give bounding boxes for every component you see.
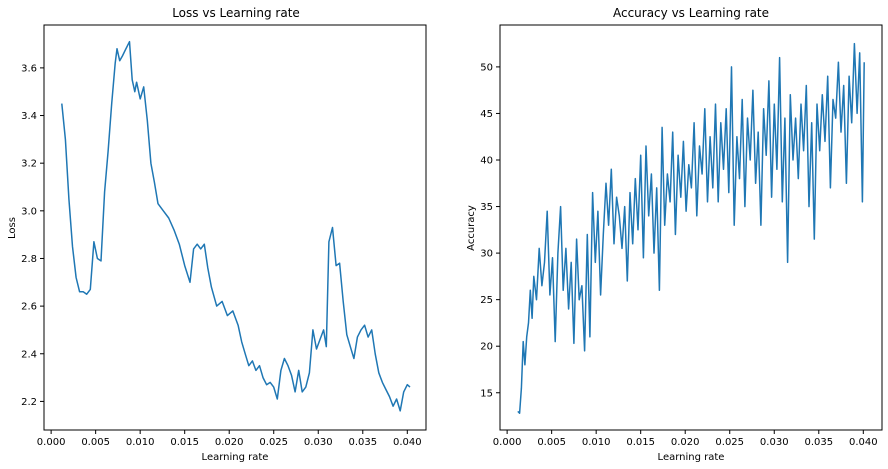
accuracy-y-ticks: 15 20 25 30 35 40 45 50 (480, 62, 500, 399)
loss-chart: Loss vs Learning rate 0.000 0.005 0.010 0.0… (7, 6, 427, 463)
loss-y-tick-label: 2.4 (21, 349, 37, 360)
loss-y-axis-label: Loss (7, 217, 18, 239)
accuracy-y-tick-label: 45 (480, 109, 493, 120)
loss-y-tick-label: 3.6 (21, 63, 37, 74)
accuracy-chart-title: Accuracy vs Learning rate (613, 6, 769, 20)
loss-x-tick-label: 0.035 (348, 437, 377, 448)
accuracy-y-tick-label: 50 (480, 62, 493, 73)
accuracy-x-tick-label: 0.030 (760, 437, 789, 448)
loss-x-tick-label: 0.010 (126, 437, 155, 448)
accuracy-y-tick-label: 40 (480, 156, 493, 167)
loss-x-tick-label: 0.040 (393, 437, 422, 448)
loss-x-ticks: 0.000 0.005 0.010 0.015 0.020 0.025 0.030 0.035… (37, 430, 422, 448)
accuracy-x-tick-label: 0.035 (804, 437, 833, 448)
accuracy-x-ticks: 0.000 0.005 0.010 0.015 0.020 0.025 0.030 0.035… (493, 430, 878, 448)
loss-y-tick-label: 3.0 (21, 206, 37, 217)
loss-y-tick-label: 2.2 (21, 397, 37, 408)
loss-x-tick-label: 0.020 (215, 437, 244, 448)
accuracy-x-tick-label: 0.025 (715, 437, 744, 448)
accuracy-x-tick-label: 0.010 (582, 437, 611, 448)
accuracy-series-line (517, 42, 865, 414)
accuracy-x-tick-label: 0.015 (626, 437, 655, 448)
loss-x-tick-label: 0.000 (37, 437, 66, 448)
accuracy-x-tick-label: 0.005 (537, 437, 566, 448)
accuracy-y-tick-label: 35 (480, 202, 493, 213)
accuracy-y-tick-label: 30 (480, 249, 493, 260)
loss-y-tick-label: 3.4 (21, 111, 37, 122)
accuracy-y-tick-label: 20 (480, 342, 493, 353)
accuracy-chart: Accuracy vs Learning rate 0.000 0.005 0.01… (466, 6, 883, 463)
loss-y-ticks: 2.2 2.4 2.6 2.8 3.0 3.2 3.4 3.6 (21, 63, 44, 408)
accuracy-x-tick-label: 0.020 (671, 437, 700, 448)
loss-x-tick-label: 0.025 (259, 437, 288, 448)
accuracy-y-tick-label: 15 (480, 388, 493, 399)
accuracy-x-tick-label: 0.040 (849, 437, 878, 448)
loss-plot-frame (43, 24, 427, 431)
loss-y-tick-label: 2.8 (21, 254, 37, 265)
loss-series-line (61, 40, 411, 412)
loss-x-tick-label: 0.030 (304, 437, 333, 448)
accuracy-x-axis-label: Learning rate (658, 452, 725, 463)
loss-x-tick-label: 0.005 (81, 437, 110, 448)
accuracy-y-tick-label: 25 (480, 295, 493, 306)
accuracy-x-tick-label: 0.000 (493, 437, 522, 448)
accuracy-y-axis-label: Accuracy (466, 205, 477, 251)
loss-x-axis-label: Learning rate (202, 452, 269, 463)
loss-y-tick-label: 2.6 (21, 302, 37, 313)
loss-chart-title: Loss vs Learning rate (172, 6, 300, 20)
loss-y-tick-label: 3.2 (21, 159, 37, 170)
loss-x-tick-label: 0.015 (170, 437, 199, 448)
accuracy-plot-frame (499, 24, 883, 431)
